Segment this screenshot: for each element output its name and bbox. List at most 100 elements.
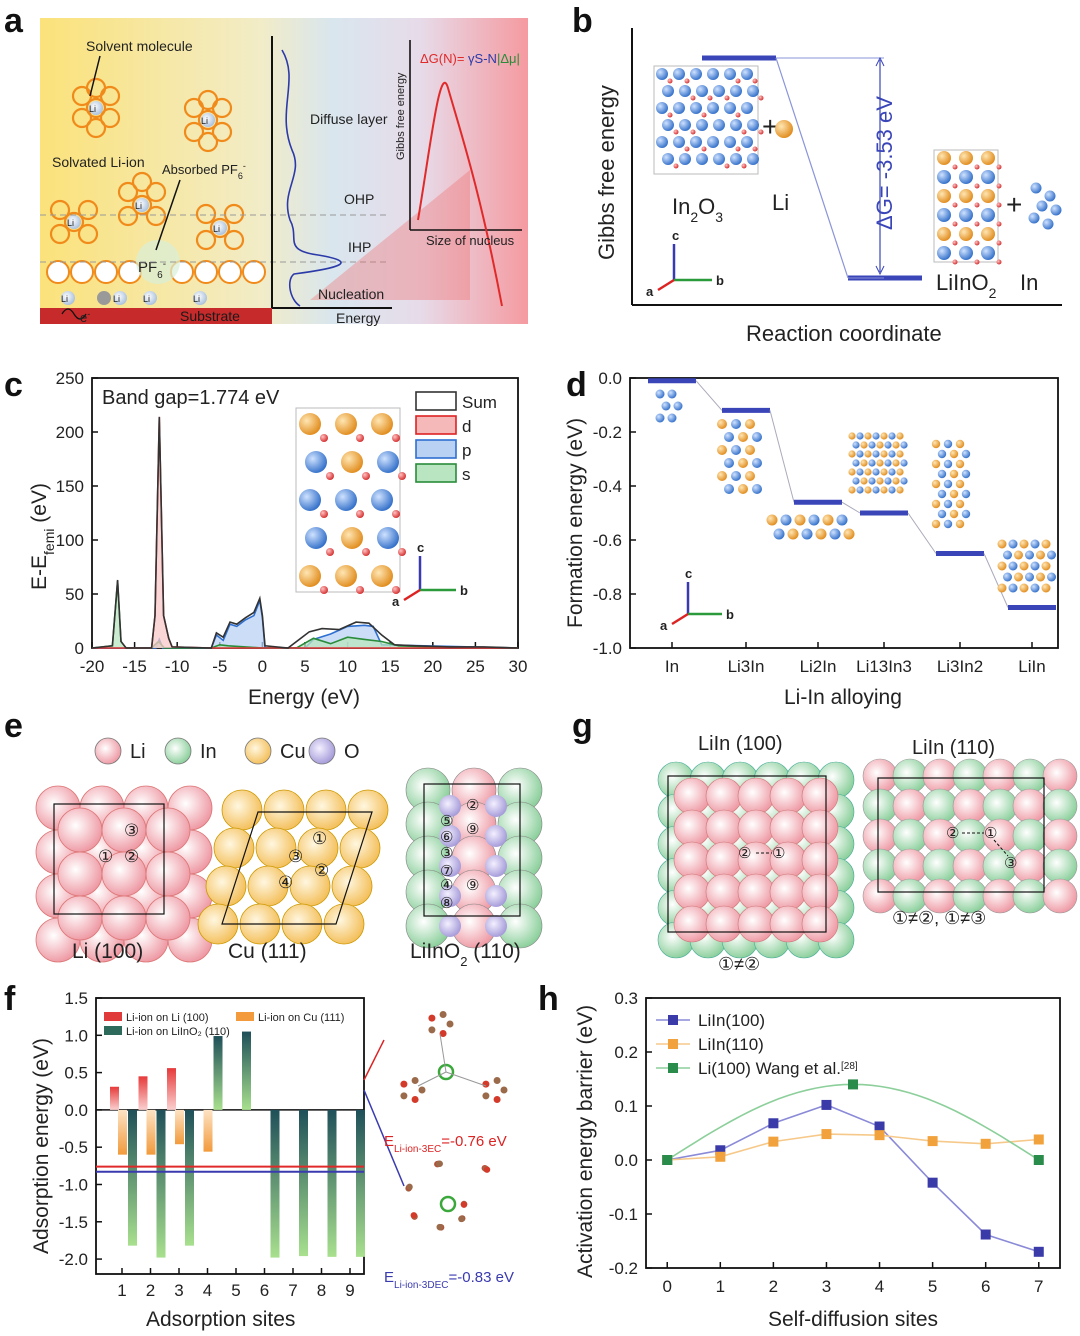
- in-atom: [730, 153, 742, 165]
- in-atom: [690, 102, 702, 114]
- alloy-atom: [876, 477, 884, 485]
- h-ytick-label: 0.1: [614, 1097, 638, 1116]
- li-label-6: Li: [61, 294, 68, 304]
- f-legend-label-1: Li-ion on Cu (111): [258, 1012, 344, 1024]
- d-axis-b: b: [726, 607, 734, 622]
- crystal-o-atom: [320, 586, 328, 594]
- bar-Li-ion-on-Li-100--site-1: [110, 1086, 119, 1110]
- alloy-atom: [752, 458, 762, 468]
- h-marker-0-7: [1033, 1246, 1044, 1257]
- alloy-atom: [717, 445, 727, 455]
- delta-g-arrowhead-down: [875, 265, 885, 276]
- f-ytick-label: -1.5: [59, 1213, 88, 1232]
- alloy-atom: [937, 449, 947, 459]
- crystal-atom: [335, 489, 357, 511]
- liino2-site: ②: [466, 797, 479, 814]
- in-atom: [679, 85, 691, 97]
- panel-b-ylabel: Gibbs free energy: [594, 85, 619, 260]
- in-atom: [713, 153, 725, 165]
- c-ytick-label: 100: [56, 531, 84, 550]
- li-atom: [705, 905, 743, 943]
- alloy-atom: [896, 468, 904, 476]
- bar-Li-ion-on-Cu-111--site-2: [146, 1109, 156, 1155]
- h-ytick-label: 0.3: [614, 989, 638, 1008]
- alloy-atom: [848, 468, 856, 476]
- alloy-atom: [822, 514, 834, 526]
- alloy-atom: [900, 459, 908, 467]
- c-ytick-label: 200: [56, 423, 84, 442]
- legend-swatch-d: [415, 415, 457, 435]
- c-xtick-label: 15: [381, 657, 400, 676]
- panel-c-series: [91, 416, 519, 649]
- lattice-atom: [937, 227, 951, 241]
- in-atom: [673, 68, 685, 80]
- legend-label-s: s: [462, 465, 471, 484]
- alloy-atom: [745, 471, 755, 481]
- panel-label-g: g: [572, 707, 593, 745]
- h-marker-0-1: [715, 1145, 726, 1156]
- in-atom: [656, 68, 668, 80]
- in-atom: [741, 102, 753, 114]
- liin110-surface: ② ①③: [862, 758, 1078, 914]
- bar-Li-ion-on-Cu-111--site-4: [203, 1109, 213, 1152]
- arrow-3ec: [363, 1039, 385, 1081]
- legend-atom-In: [164, 737, 192, 765]
- liino2-site: ③: [440, 845, 453, 862]
- li-atom: [705, 841, 743, 879]
- li-label-5: Li: [213, 224, 220, 234]
- in-atom: [724, 68, 736, 80]
- mol-atom: [400, 1092, 408, 1100]
- o-atom: [996, 221, 1002, 227]
- panel-label-h: h: [538, 980, 559, 1018]
- alloy-atom: [955, 479, 965, 489]
- alloy-atom: [655, 389, 665, 399]
- liin110-atom: [1012, 818, 1048, 854]
- mol-atom-dec: [436, 1223, 443, 1231]
- o-atom: [996, 259, 1002, 265]
- alloy-atom: [724, 458, 734, 468]
- alloy-atom: [997, 561, 1007, 571]
- liin110-atom: [862, 788, 898, 824]
- alloy-atom: [872, 450, 880, 458]
- h-legend-label-1: LiIn(110): [698, 1035, 764, 1054]
- o-atom: [735, 78, 741, 84]
- mol-bond: [439, 1033, 447, 1073]
- li-atom: [673, 841, 711, 879]
- alloy-atom: [888, 432, 896, 440]
- alloy-atom: [949, 469, 959, 479]
- alloy-atom: [773, 528, 785, 540]
- crystal-atom: [305, 451, 327, 473]
- o-atom: [735, 146, 741, 152]
- panel-a-schematic: Substrate Solvent molecule Solvated Li-i…: [40, 18, 528, 326]
- c-xtick-label: 20: [423, 657, 442, 676]
- alloy-atom: [731, 445, 741, 455]
- liin110-atom: [1012, 848, 1048, 884]
- crystal-o-atom: [392, 510, 400, 518]
- alloy-atom: [1019, 561, 1029, 571]
- c-xtick-label: -10: [165, 657, 190, 676]
- d-ytick-label: -0.8: [593, 585, 622, 604]
- lattice-atom: [981, 189, 995, 203]
- panel-c-crystal-inset: c b a: [295, 407, 468, 609]
- panel-f-reference-lines: [96, 1165, 364, 1173]
- li-atom: [769, 809, 807, 847]
- mol-atom: [411, 1096, 419, 1104]
- alloy-atom: [667, 413, 677, 423]
- o-atom: [758, 129, 764, 135]
- site-2: ②: [124, 847, 139, 866]
- lattice-atom: [937, 151, 951, 165]
- o-atom: [485, 795, 507, 817]
- alloy-atom: [896, 450, 904, 458]
- c-axis-a: a: [392, 594, 400, 609]
- o-atom: [974, 240, 980, 246]
- panel-h-barrier-chart: 0 1 2 3 4 5 6 70.30.20.10.0-0.1-0.2 LiIn(100)Li…: [574, 989, 1061, 1331]
- legend-swatch-s: [415, 463, 457, 483]
- c-axis-b: b: [460, 583, 468, 598]
- solvent-molecule-label: Solvent molecule: [86, 38, 193, 54]
- cu-atom: [305, 789, 347, 831]
- mol-atom: [418, 1086, 426, 1094]
- level-connector: [775, 57, 849, 279]
- alloy-atom: [856, 486, 864, 494]
- alloy-atom: [766, 514, 778, 526]
